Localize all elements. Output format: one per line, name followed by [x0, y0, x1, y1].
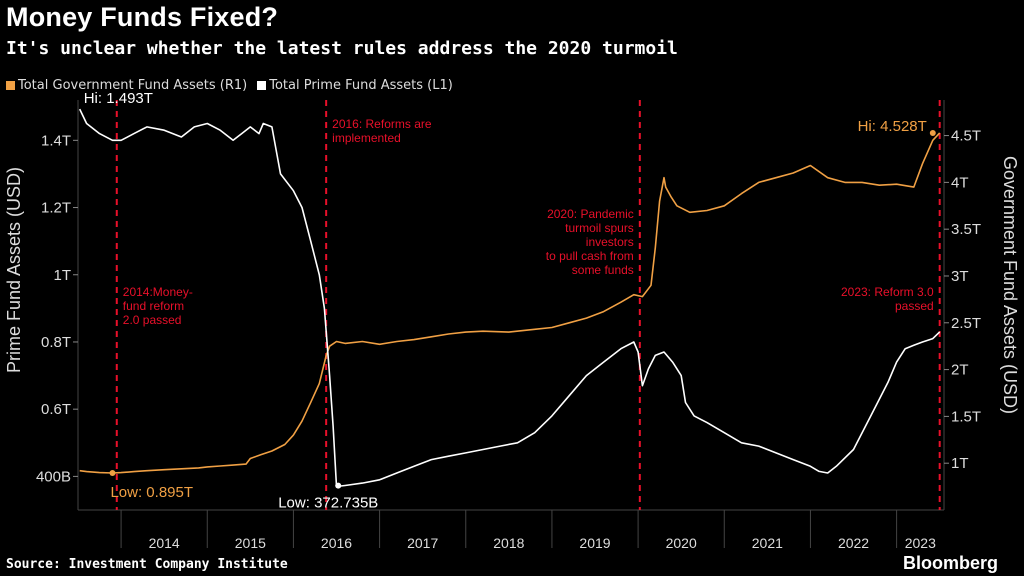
left-tick-label: 0.8T [41, 334, 71, 351]
event-label: 2014:Money-fund reform 2.0 passed [123, 285, 193, 327]
government-fund-line [79, 132, 941, 474]
x-tick-label: 2017 [407, 535, 438, 551]
left-axis-title: Prime Fund Assets (USD) [4, 167, 24, 373]
left-tick-label: 1T [53, 267, 71, 284]
x-tick-label: 2016 [321, 535, 352, 551]
chart-subtitle: It's unclear whether the latest rules ad… [6, 38, 678, 59]
right-tick-label: 3T [951, 268, 969, 285]
annotation-marker [109, 470, 116, 477]
prime-fund-line [78, 108, 941, 488]
legend-label-prime: Total Prime Fund Assets (L1) [269, 78, 453, 93]
legend: Total Government Fund Assets (R1) Total … [6, 78, 453, 93]
chart-title: Money Funds Fixed? [6, 2, 279, 32]
left-tick-label: 400B [36, 468, 71, 485]
source-note: Source: Investment Company Institute [6, 557, 288, 572]
right-axis-title: Government Fund Assets (USD) [1000, 156, 1020, 414]
left-tick-label: 0.6T [41, 401, 71, 418]
event-label: 2023: Reform 3.0 passed [841, 285, 934, 313]
legend-label-government: Total Government Fund Assets (R1) [18, 78, 248, 93]
x-tick-label: 2019 [579, 535, 610, 551]
right-tick-label: 4T [951, 174, 969, 191]
legend-item-government: Total Government Fund Assets (R1) [6, 78, 247, 93]
right-tick-label: 3.5T [951, 221, 981, 238]
right-tick-label: 1.5T [951, 408, 981, 425]
right-tick-label: 1T [951, 455, 969, 472]
right-tick-label: 2T [951, 362, 969, 379]
annotation-label: Hi: 4.528T [858, 118, 927, 135]
event-label: 2016: Reforms are implemented [332, 117, 432, 145]
legend-item-prime: Total Prime Fund Assets (L1) [257, 78, 453, 93]
right-tick-label: 2.5T [951, 315, 981, 332]
x-tick-label: 2021 [752, 535, 783, 551]
left-tick-label: 1.4T [41, 132, 71, 149]
x-tick-label: 2015 [235, 535, 266, 551]
annotation-label: Low: 0.895T [110, 484, 193, 501]
x-tick-label: 2018 [493, 535, 524, 551]
x-tick-label: 2022 [838, 535, 869, 551]
annotation-marker [929, 129, 936, 136]
x-tick-label: 2023 [905, 535, 936, 551]
annotation-label: Hi: 1.493T [84, 90, 153, 107]
legend-swatch-government [6, 81, 15, 90]
annotation-marker [335, 482, 342, 489]
left-tick-label: 1.2T [41, 200, 71, 217]
x-tick-label: 2020 [666, 535, 697, 551]
right-tick-label: 4.5T [951, 128, 981, 145]
event-label: 2020: Pandemic turmoil spurs investors to p… [546, 207, 634, 277]
bloomberg-logo: Bloomberg [902, 553, 998, 573]
annotation-label: Low: 372.735B [278, 495, 378, 512]
legend-swatch-prime [257, 81, 267, 90]
x-tick-label: 2014 [149, 535, 180, 551]
